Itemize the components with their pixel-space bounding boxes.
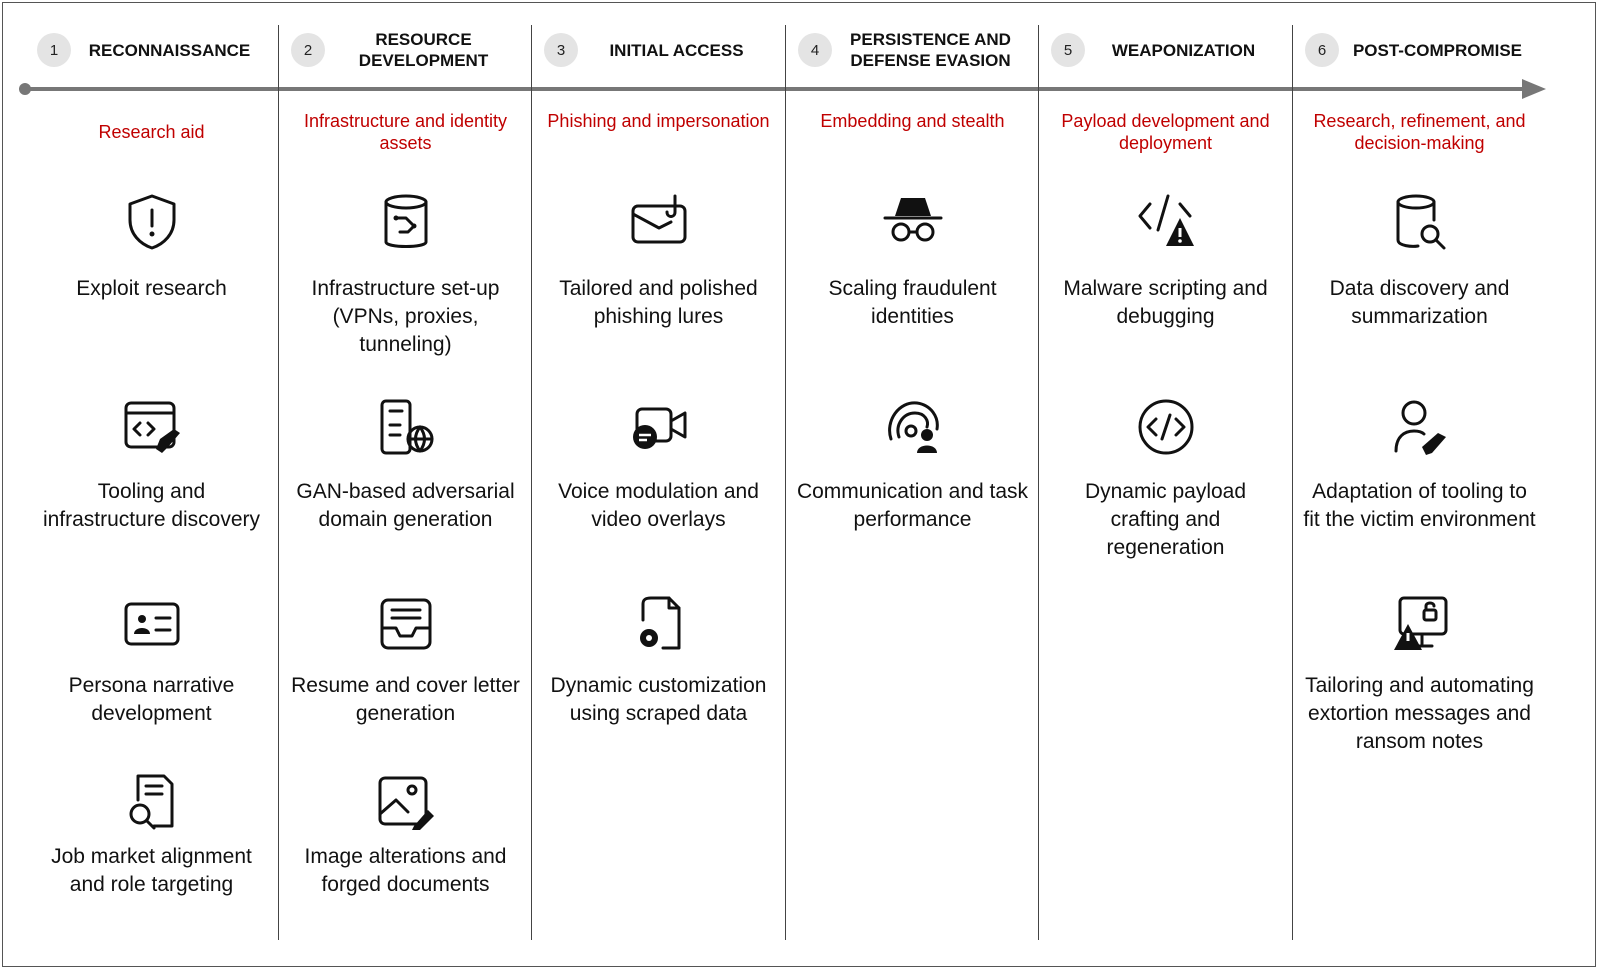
phase-title: POST-COMPROMISE xyxy=(1352,40,1523,60)
database-search-icon xyxy=(1396,194,1445,250)
technique-label: Adaptation of tooling to fit the victim … xyxy=(1303,480,1536,531)
phase-column-1: 1 RECONNAISSANCE Research aid Exploit res… xyxy=(25,25,278,940)
video-chat-icon xyxy=(632,407,686,449)
inbox-document-icon xyxy=(380,598,431,650)
phase-subtitle: Infrastructure and identity assets xyxy=(303,111,508,153)
phase-subtitle: Embedding and stealth xyxy=(820,111,1005,131)
phase-number: 4 xyxy=(798,33,832,67)
phase-title: WEAPONIZATION xyxy=(1111,40,1256,60)
mail-hook-icon xyxy=(631,194,686,244)
server-globe-icon xyxy=(380,399,433,455)
phase-number: 1 xyxy=(37,33,71,67)
phase-column-3: 3 INITIAL ACCESS Phishing and impersonat… xyxy=(531,25,785,940)
technique-label: Dynamic customization using scraped data xyxy=(550,674,767,725)
incognito-icon xyxy=(883,198,942,242)
phase-number: 5 xyxy=(1051,33,1085,67)
shield-alert-icon xyxy=(128,194,175,250)
technique-label: Tooling and infrastructure discovery xyxy=(42,480,261,531)
technique-label: Tailored and polished phishing lures xyxy=(559,277,758,328)
phase-column-4: 4 PERSISTENCE AND DEFENSE EVASION Embedd… xyxy=(785,25,1039,940)
database-circuit-icon xyxy=(384,194,427,248)
phase-header: 5 WEAPONIZATION xyxy=(1039,25,1292,75)
code-warning-icon xyxy=(1138,194,1194,246)
technique-label: Infrastructure set-up (VPNs, proxies, tu… xyxy=(311,277,500,356)
technique-label: Image alterations and forged documents xyxy=(304,845,507,896)
broadcast-person-icon xyxy=(887,401,939,453)
technique-label: Resume and cover letter generation xyxy=(291,674,520,725)
phase-subtitle: Research, refinement, and decision-makin… xyxy=(1313,111,1526,153)
technique-label: Job market alignment and role targeting xyxy=(51,845,252,896)
phase-header: 1 RECONNAISSANCE xyxy=(25,25,278,75)
image-edit-icon xyxy=(378,776,434,830)
phase-subtitle: Research aid xyxy=(98,122,205,142)
code-circle-icon xyxy=(1138,399,1193,455)
phase-subtitle: Payload development and deployment xyxy=(1061,111,1270,153)
technique-label: Data discovery and summarization xyxy=(1329,277,1510,328)
document-search-icon xyxy=(129,774,173,830)
phase-number: 3 xyxy=(544,33,578,67)
phase-header: 2 RESOURCE DEVELOPMENT xyxy=(279,25,532,75)
phase-column-2: 2 RESOURCE DEVELOPMENT Infrastructure an… xyxy=(278,25,532,940)
technique-label: Tailoring and automating extortion messa… xyxy=(1305,674,1534,753)
person-wrench-icon xyxy=(1394,400,1446,455)
phase-header: 3 INITIAL ACCESS xyxy=(532,25,785,75)
phase-title: PERSISTENCE AND DEFENSE EVASION xyxy=(850,30,1011,70)
phase-number: 6 xyxy=(1305,33,1339,67)
phase-column-6: 6 POST-COMPROMISE Research, refinement, … xyxy=(1292,25,1546,940)
technique-label: Dynamic payload crafting and regeneratio… xyxy=(1084,480,1247,559)
technique-label: Communication and task performance xyxy=(796,480,1029,531)
phase-column-5: 5 WEAPONIZATION Payload development and … xyxy=(1038,25,1292,940)
phase-header: 4 PERSISTENCE AND DEFENSE EVASION xyxy=(786,25,1039,75)
id-card-icon xyxy=(124,602,179,646)
technique-label: GAN-based adversarial domain generation xyxy=(296,480,515,531)
phase-header: 6 POST-COMPROMISE xyxy=(1293,25,1546,75)
technique-label: Persona narrative development xyxy=(68,674,235,725)
technique-label: Malware scripting and debugging xyxy=(1063,277,1268,328)
phase-number: 2 xyxy=(291,33,325,67)
document-gear-icon xyxy=(639,596,680,650)
technique-label: Voice modulation and video overlays xyxy=(558,480,759,531)
phase-title: INITIAL ACCESS xyxy=(609,40,744,60)
technique-label: Scaling fraudulent identities xyxy=(828,277,997,328)
code-window-wrench-icon xyxy=(124,401,180,453)
monitor-lock-warning-icon xyxy=(1393,596,1447,650)
phase-title: RECONNAISSANCE xyxy=(88,40,251,60)
phase-title: RESOURCE DEVELOPMENT xyxy=(358,30,489,70)
technique-label: Exploit research xyxy=(76,277,227,300)
phase-subtitle: Phishing and impersonation xyxy=(547,111,770,131)
